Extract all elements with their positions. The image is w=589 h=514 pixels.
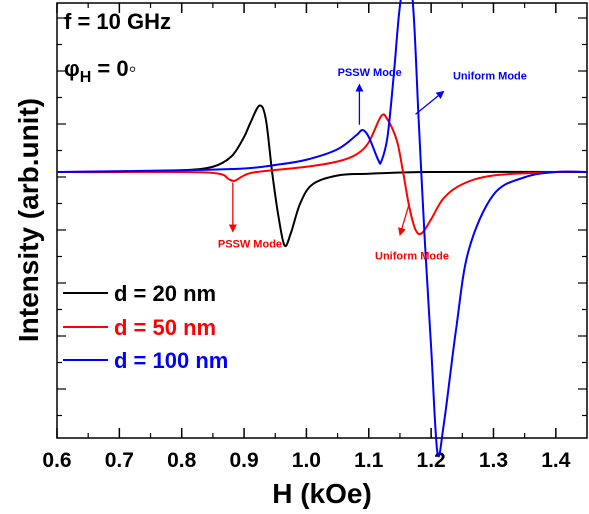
x-tick-label: 1.3 — [479, 449, 508, 472]
x-tick-label: 0.7 — [105, 449, 134, 472]
series-line-2 — [56, 0, 588, 458]
x-tick-label: 1.2 — [417, 449, 446, 472]
x-tick-label: 0.6 — [42, 449, 71, 472]
x-tick-label: 1.1 — [354, 449, 384, 472]
series-group — [56, 0, 588, 458]
series-line-1 — [56, 113, 588, 236]
phi-symbol: φ — [64, 56, 80, 81]
legend-label-100nm: d = 100 nm — [114, 348, 228, 373]
annotation-arrow — [415, 90, 445, 115]
x-tick-label: 0.8 — [167, 449, 197, 472]
annotation-label: Uniform Mode — [375, 251, 449, 263]
angle-label: φH = 0◦ — [64, 56, 136, 86]
annotation-arrow — [398, 203, 410, 236]
plot-frame — [56, 2, 588, 439]
annotation-label: PSSW Mode — [338, 67, 402, 79]
x-tick-label: 1.0 — [292, 449, 321, 472]
phi-subscript: H — [80, 69, 92, 86]
phi-value: = 0◦ — [91, 56, 136, 81]
legend: d = 20 nm d = 50 nm d = 100 nm — [63, 281, 228, 373]
series-line-0 — [56, 104, 588, 248]
annotation-label: PSSW Mode — [218, 238, 282, 250]
legend-label-20nm: d = 20 nm — [114, 281, 216, 306]
x-axis-title: H (kOe) — [272, 478, 372, 509]
annotation-label: Uniform Mode — [453, 70, 527, 82]
x-tick-label: 1.4 — [541, 449, 571, 472]
legend-label-50nm: d = 50 nm — [114, 315, 216, 340]
frequency-label: f = 10 GHz — [64, 9, 171, 34]
x-tick-label: 0.9 — [229, 449, 258, 472]
y-axis-title: Intensity (arb.unit) — [13, 98, 44, 342]
annotations: PSSW Mode Uniform Mode PSSW Mode Uniform Mo… — [218, 67, 527, 263]
